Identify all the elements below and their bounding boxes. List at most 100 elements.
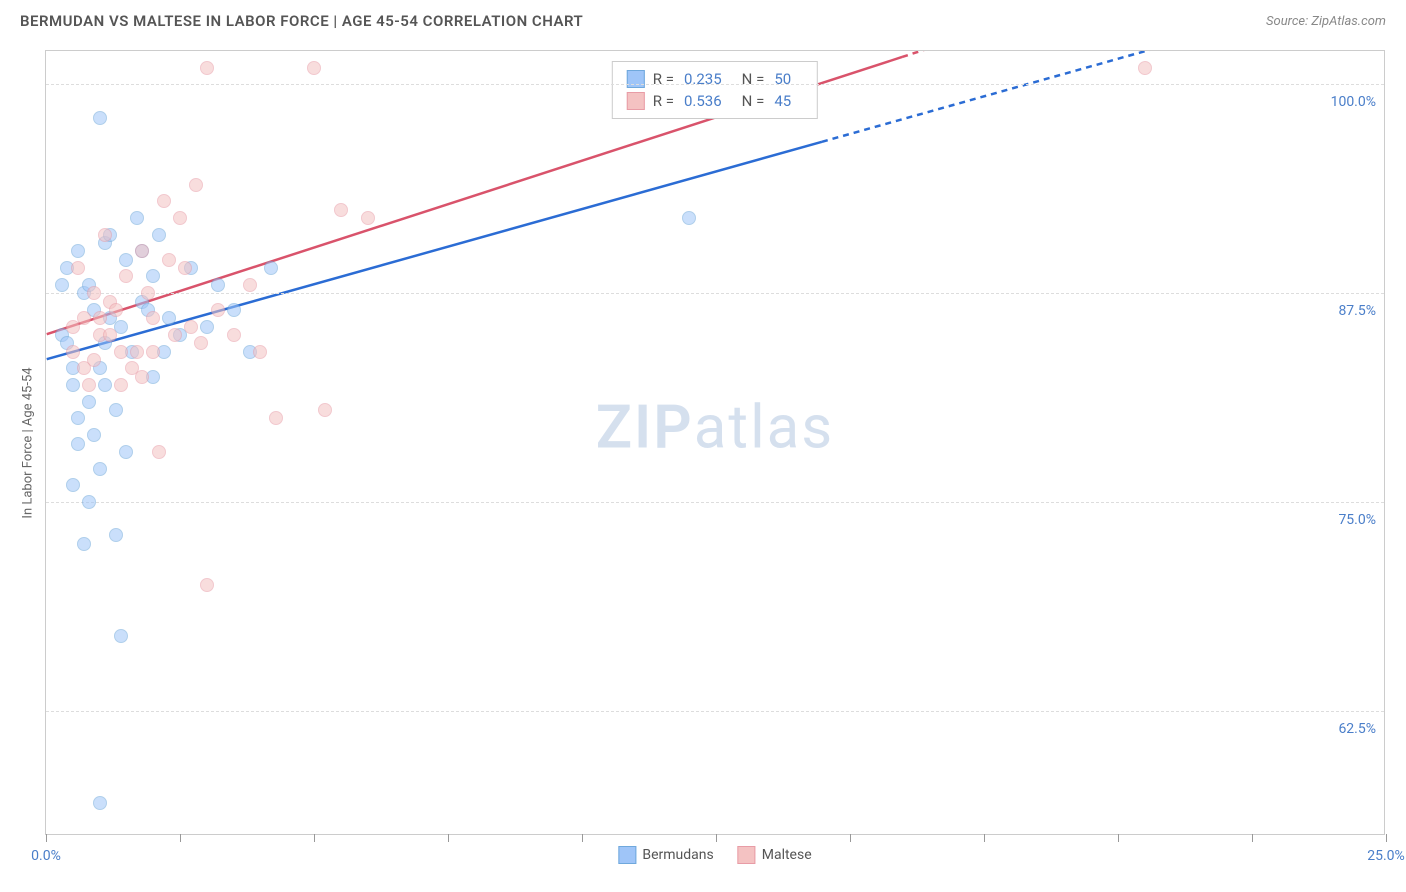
data-point [93, 796, 107, 810]
data-point [1138, 61, 1152, 75]
y-tick-label: 75.0% [1338, 512, 1376, 528]
data-point [307, 61, 321, 75]
data-point [318, 403, 332, 417]
data-point [135, 244, 149, 258]
y-tick-label: 100.0% [1331, 94, 1376, 110]
data-point [87, 286, 101, 300]
data-point [114, 345, 128, 359]
data-point [87, 428, 101, 442]
data-point [200, 61, 214, 75]
data-point [184, 320, 198, 334]
x-tick [582, 834, 583, 842]
gridline [46, 84, 1384, 85]
data-point [227, 328, 241, 342]
gridline [46, 293, 1384, 294]
legend-label: Bermudans [642, 847, 713, 863]
legend-swatch [627, 92, 645, 110]
data-point [119, 269, 133, 283]
x-tick [180, 834, 181, 842]
x-tick [1252, 834, 1253, 842]
gridline [46, 502, 1384, 503]
data-point [93, 311, 107, 325]
data-point [103, 328, 117, 342]
data-point [211, 278, 225, 292]
data-point [114, 629, 128, 643]
legend-n-label: N = [742, 92, 765, 110]
data-point [77, 537, 91, 551]
x-tick [1386, 834, 1387, 842]
data-point [119, 445, 133, 459]
data-point [264, 261, 278, 275]
data-point [82, 495, 96, 509]
regression-lines [46, 51, 1384, 834]
data-point [77, 361, 91, 375]
data-point [82, 378, 96, 392]
x-tick [984, 834, 985, 842]
legend-r-label: R = [653, 92, 674, 110]
data-point [334, 203, 348, 217]
data-point [71, 244, 85, 258]
data-point [269, 411, 283, 425]
x-tick [850, 834, 851, 842]
data-point [71, 261, 85, 275]
data-point [135, 370, 149, 384]
legend-label: Maltese [762, 847, 812, 863]
legend-swatch [618, 846, 636, 864]
data-point [152, 228, 166, 242]
data-point [173, 211, 187, 225]
data-point [98, 228, 112, 242]
data-point [93, 111, 107, 125]
data-point [361, 211, 375, 225]
data-point [93, 462, 107, 476]
data-point [168, 328, 182, 342]
chart-title: BERMUDAN VS MALTESE IN LABOR FORCE | AGE… [20, 12, 583, 30]
data-point [200, 578, 214, 592]
correlation-legend: R =0.235N =50 R = 0.536 N = 45 [612, 61, 818, 119]
x-tick [716, 834, 717, 842]
data-point [243, 278, 257, 292]
data-point [66, 478, 80, 492]
data-point [109, 303, 123, 317]
x-tick [314, 834, 315, 842]
y-axis-label: In Labor Force | Age 45-54 [21, 367, 36, 518]
data-point [157, 194, 171, 208]
data-point [71, 437, 85, 451]
watermark: ZIPatlas [596, 391, 835, 462]
legend-n-value: 45 [774, 92, 791, 110]
data-point [146, 311, 160, 325]
data-point [66, 345, 80, 359]
data-point [130, 211, 144, 225]
data-point [146, 269, 160, 283]
source-label: Source: ZipAtlas.com [1266, 14, 1386, 29]
data-point [682, 211, 696, 225]
data-point [178, 261, 192, 275]
gridline [46, 711, 1384, 712]
data-point [141, 286, 155, 300]
data-point [109, 403, 123, 417]
legend-swatch [738, 846, 756, 864]
data-point [55, 278, 69, 292]
data-point [119, 253, 133, 267]
data-point [200, 320, 214, 334]
x-tick [1118, 834, 1119, 842]
legend-row: R =0.235N =50 [627, 68, 803, 90]
data-point [253, 345, 267, 359]
data-point [152, 445, 166, 459]
chart-area: In Labor Force | Age 45-54 ZIPatlas R =0… [45, 50, 1385, 835]
data-point [194, 336, 208, 350]
x-tick-label: 0.0% [31, 848, 61, 864]
data-point [189, 178, 203, 192]
legend-r-value: 0.536 [684, 92, 722, 110]
data-point [71, 411, 85, 425]
legend-row: R = 0.536 N = 45 [627, 90, 803, 112]
data-point [109, 528, 123, 542]
x-tick [448, 834, 449, 842]
y-tick-label: 62.5% [1338, 721, 1376, 737]
x-tick [46, 834, 47, 842]
data-point [162, 311, 176, 325]
y-tick-label: 87.5% [1338, 303, 1376, 319]
x-tick-label: 25.0% [1367, 848, 1405, 864]
data-point [162, 253, 176, 267]
legend-item: Maltese [738, 846, 812, 864]
data-point [82, 395, 96, 409]
